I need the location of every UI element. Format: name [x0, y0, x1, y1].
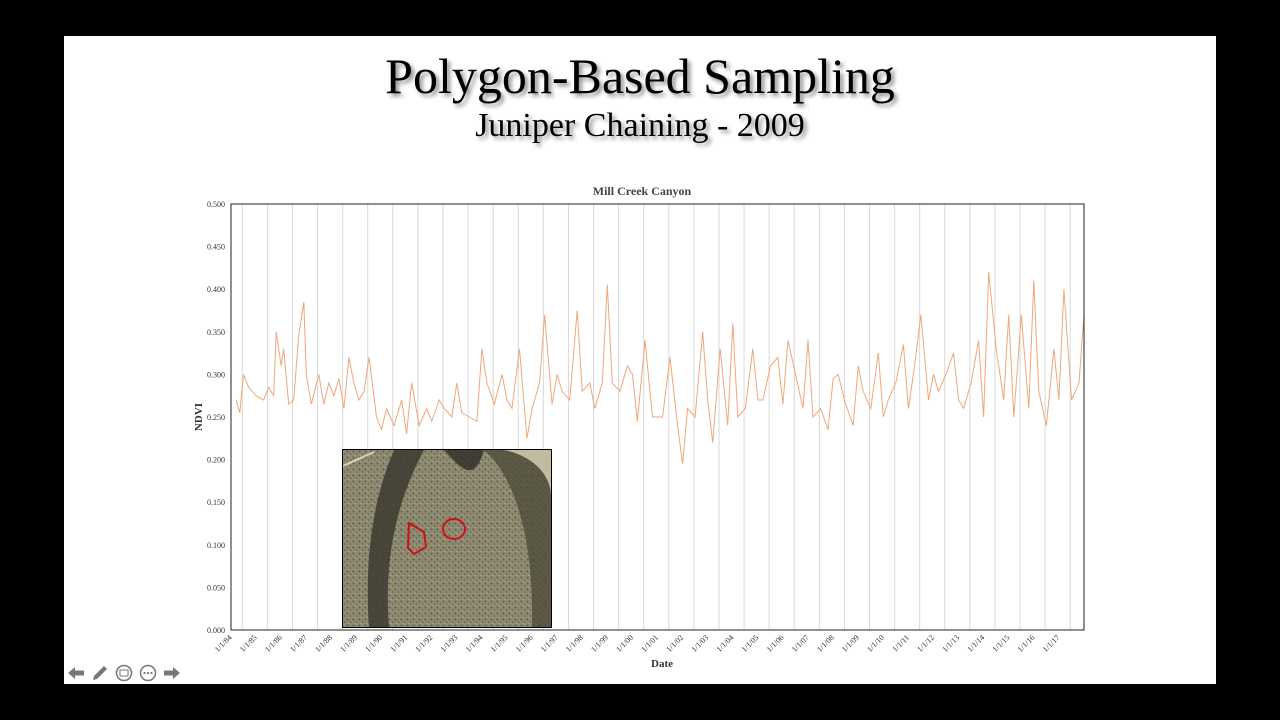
x-tick-label: 1/1/06: [765, 633, 786, 654]
x-tick-label: 1/1/86: [263, 633, 284, 654]
y-tick-label: 0.050: [207, 583, 225, 592]
y-tick-label: 0.400: [207, 285, 225, 294]
x-tick-label: 1/1/87: [288, 633, 309, 654]
pen-icon[interactable]: [90, 663, 110, 683]
y-tick-label: 0.100: [207, 541, 225, 550]
y-axis-label: NDVI: [193, 403, 205, 431]
x-tick-label: 1/1/04: [715, 633, 736, 654]
arrow-left-icon[interactable]: [66, 663, 86, 683]
slide-title: Polygon-Based Sampling: [385, 48, 895, 104]
x-tick-label: 1/1/99: [589, 633, 610, 654]
x-tick-label: 1/1/02: [664, 633, 685, 654]
x-tick-label: 1/1/90: [363, 633, 384, 654]
x-tick-label: 1/1/94: [464, 633, 485, 654]
y-tick-label: 0.000: [207, 626, 225, 635]
y-tick-label: 0.150: [207, 498, 225, 507]
x-tick-label: 1/1/13: [940, 633, 961, 654]
x-tick-label: 1/1/01: [639, 633, 660, 654]
x-tick-label: 1/1/84: [213, 633, 234, 654]
x-tick-label: 1/1/16: [1016, 633, 1037, 654]
x-tick-label: 1/1/12: [915, 633, 936, 654]
x-tick-label: 1/1/11: [890, 633, 911, 654]
x-tick-label: 1/1/89: [338, 633, 359, 654]
x-tick-label: 1/1/93: [439, 633, 460, 654]
arrow-right-icon[interactable]: [162, 663, 182, 683]
y-tick-label: 0.300: [207, 370, 225, 379]
aerial-photo-inset: [342, 449, 552, 628]
ndvi-chart: Mill Creek Canyon NDVI Date 0.0000.0500.…: [193, 184, 1085, 670]
ndvi-series-line: [235, 272, 1085, 464]
series-layer: [235, 272, 1085, 464]
x-tick-label: 1/1/10: [865, 633, 886, 654]
y-tick-label: 0.350: [207, 328, 225, 337]
slides-icon[interactable]: [114, 663, 134, 683]
x-tick-label: 1/1/91: [388, 633, 409, 654]
slide-toolbar: [66, 662, 182, 684]
sample-circle-outline: [442, 518, 466, 540]
sample-polygon-outline: [406, 521, 428, 556]
x-tick-label: 1/1/09: [840, 633, 861, 654]
x-axis-ticks: 1/1/84 1/1/85 1/1/86 1/1/87 1/1/88 1/1/89 1/1/…: [213, 633, 1062, 654]
x-tick-label: 1/1/85: [238, 633, 259, 654]
x-tick-label: 1/1/88: [313, 633, 334, 654]
x-tick-label: 1/1/96: [514, 633, 535, 654]
x-tick-label: 1/1/97: [539, 633, 560, 654]
x-tick-label: 1/1/03: [690, 633, 711, 654]
y-tick-label: 0.450: [207, 243, 225, 252]
x-tick-label: 1/1/08: [815, 633, 836, 654]
plot-area-frame: [230, 203, 1085, 631]
slide: Polygon-Based Sampling Juniper Chaining …: [64, 36, 1216, 684]
x-tick-label: 1/1/07: [790, 633, 811, 654]
y-tick-label: 0.200: [207, 456, 225, 465]
x-tick-label: 1/1/00: [614, 633, 635, 654]
chart-title: Mill Creek Canyon: [593, 184, 692, 198]
slide-subtitle: Juniper Chaining - 2009: [475, 107, 805, 144]
y-axis-ticks: 0.000 0.050 0.100 0.150 0.200 0.250 0.300 0.350…: [207, 200, 225, 635]
x-axis-label: Date: [651, 658, 673, 670]
x-tick-label: 1/1/92: [414, 633, 435, 654]
y-tick-label: 0.500: [207, 200, 225, 209]
y-tick-label: 0.250: [207, 413, 225, 422]
x-tick-label: 1/1/98: [564, 633, 585, 654]
x-tick-label: 1/1/17: [1041, 633, 1062, 654]
x-tick-label: 1/1/95: [489, 633, 510, 654]
more-icon[interactable]: [138, 663, 158, 683]
x-tick-label: 1/1/05: [740, 633, 761, 654]
x-tick-label: 1/1/15: [991, 633, 1012, 654]
x-tick-label: 1/1/14: [966, 633, 987, 654]
